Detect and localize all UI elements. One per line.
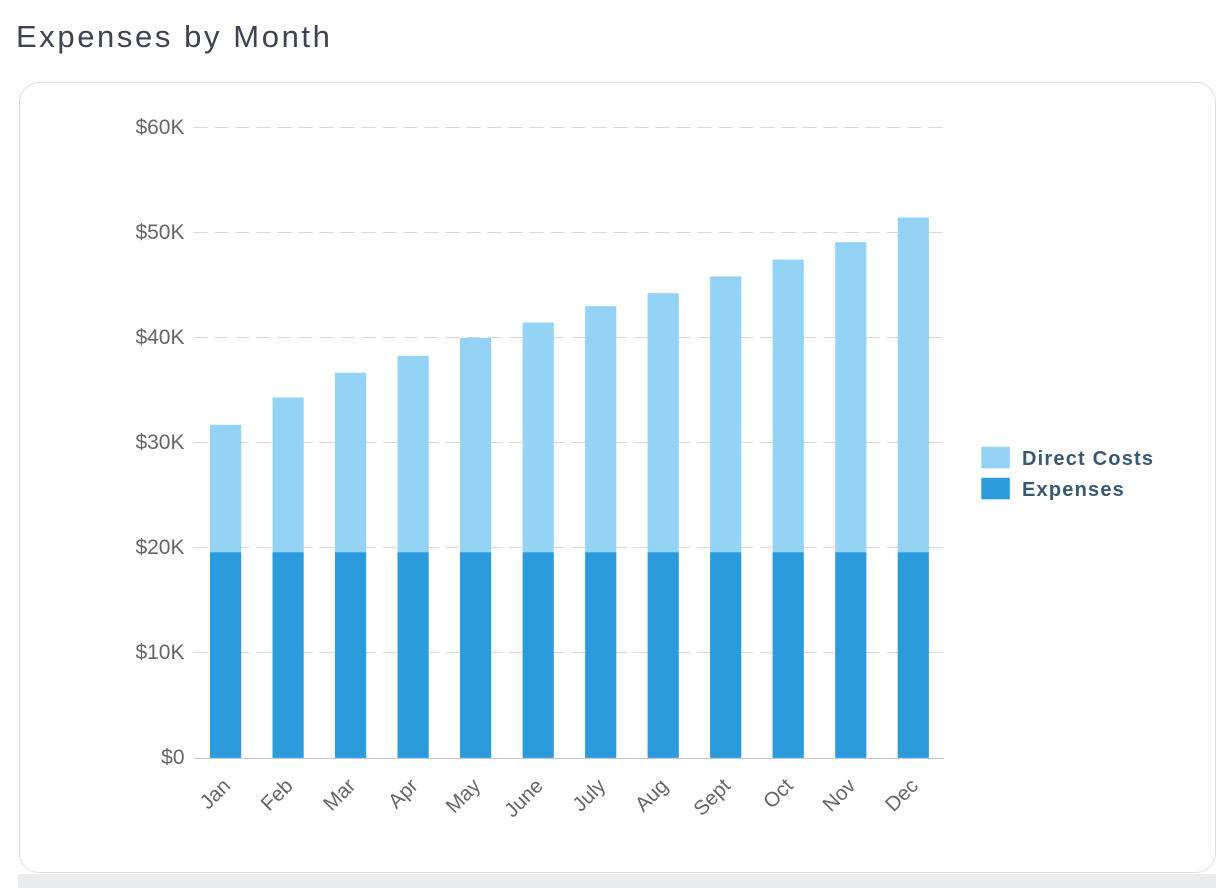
svg-text:Dec: Dec bbox=[881, 774, 923, 816]
svg-text:May: May bbox=[441, 774, 485, 818]
svg-text:Oct: Oct bbox=[759, 774, 798, 813]
svg-text:Jan: Jan bbox=[195, 774, 235, 814]
svg-text:Expenses: Expenses bbox=[1022, 479, 1125, 501]
svg-text:July: July bbox=[568, 774, 611, 817]
svg-text:June: June bbox=[500, 774, 548, 822]
svg-text:Sept: Sept bbox=[689, 774, 735, 820]
svg-text:Nov: Nov bbox=[818, 774, 861, 817]
svg-text:Apr: Apr bbox=[384, 774, 423, 813]
svg-text:$20K: $20K bbox=[135, 536, 184, 559]
svg-text:$10K: $10K bbox=[135, 641, 184, 664]
svg-text:$30K: $30K bbox=[135, 431, 184, 454]
svg-text:$0: $0 bbox=[161, 746, 184, 769]
svg-text:Feb: Feb bbox=[256, 774, 297, 815]
svg-text:$60K: $60K bbox=[135, 116, 184, 139]
svg-text:$40K: $40K bbox=[135, 326, 184, 349]
svg-text:Mar: Mar bbox=[319, 774, 360, 815]
svg-text:$50K: $50K bbox=[135, 221, 184, 244]
svg-text:Direct Costs: Direct Costs bbox=[1022, 448, 1154, 470]
svg-text:Aug: Aug bbox=[631, 774, 673, 816]
